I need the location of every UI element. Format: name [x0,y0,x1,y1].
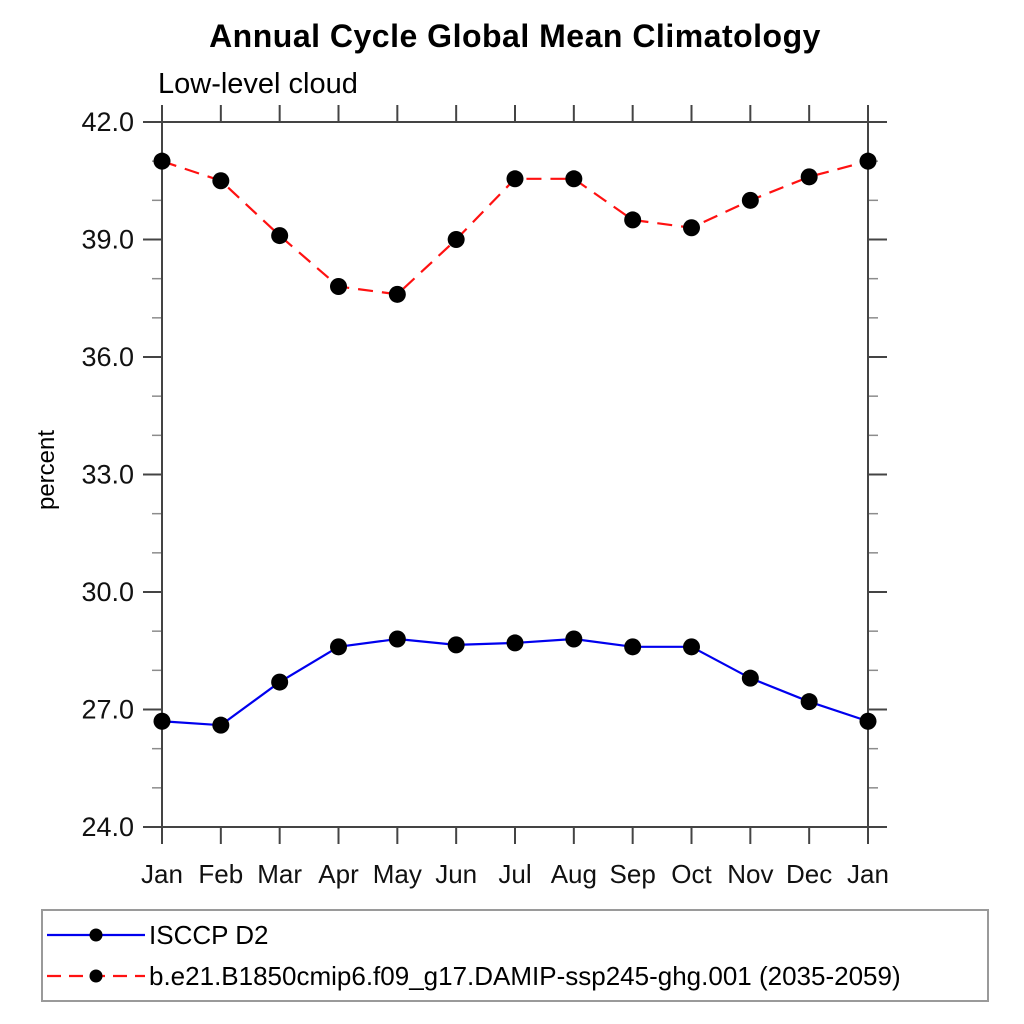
data-point-marker [153,712,171,730]
data-point-marker [212,172,230,190]
data-point-marker [330,638,347,656]
data-point-marker [271,673,289,691]
legend-sample-marker [89,928,103,942]
data-point-marker [859,712,877,730]
data-point-marker [447,636,465,654]
data-point-marker [565,170,583,188]
data-point-marker [506,170,524,188]
y-tick-label: 42.0 [81,107,134,137]
data-point-marker [800,693,818,711]
data-point-marker [388,285,406,303]
legend-label: b.e21.B1850cmip6.f09_g17.DAMIP-ssp245-gh… [149,960,901,991]
y-tick-label: 36.0 [81,342,134,372]
legend-sample-marker [89,969,103,983]
data-point-marker [624,211,642,229]
legend-line-sample [47,969,145,983]
y-tick-label: 33.0 [81,460,134,490]
data-point-marker [271,227,289,245]
chart-subtitle: Low-level cloud [158,68,358,100]
y-tick-label: 24.0 [81,812,134,842]
data-point-marker [683,219,700,237]
x-tick-label: Nov [727,859,773,889]
legend-item-isccp: ISCCP D2 [45,919,269,950]
series-line [161,637,869,727]
data-point-marker [565,630,583,648]
x-tick-label: Jan [141,859,183,889]
y-tick-label: 27.0 [81,695,134,725]
plot-frame [161,121,869,828]
x-tick-label: Aug [551,859,597,889]
x-tick-label: Jan [847,859,889,889]
y-tick-label: 30.0 [81,577,134,607]
x-tick-label: Jun [435,859,477,889]
data-point-marker [506,634,524,652]
data-point-marker [800,168,818,186]
data-point-marker [741,669,759,687]
legend-box: ISCCP D2 b.e21.B1850cmip6.f09_g17.DAMIP-… [41,909,989,1002]
legend-item-model: b.e21.B1850cmip6.f09_g17.DAMIP-ssp245-gh… [45,960,901,991]
data-point-marker [212,716,230,734]
data-point-marker [859,152,877,170]
y-tick-label: 39.0 [81,225,134,255]
x-tick-label: Mar [257,859,302,889]
legend-line-sample [47,928,145,942]
x-tick-label: Sep [610,859,656,889]
x-tick-label: Jul [498,859,531,889]
data-point-marker [624,638,642,656]
x-tick-label: May [373,859,422,889]
x-tick-label: Apr [318,859,359,889]
data-point-marker [447,231,465,248]
data-point-marker [741,191,759,209]
data-point-marker [388,630,406,648]
data-point-marker [683,638,700,656]
chart-title: Annual Cycle Global Mean Climatology [209,18,821,54]
data-point-marker [153,152,171,170]
x-tick-label: Feb [198,859,243,889]
x-tick-label: Oct [671,859,712,889]
x-tick-label: Dec [786,859,832,889]
data-point-marker [330,278,347,295]
legend-label: ISCCP D2 [149,919,269,950]
